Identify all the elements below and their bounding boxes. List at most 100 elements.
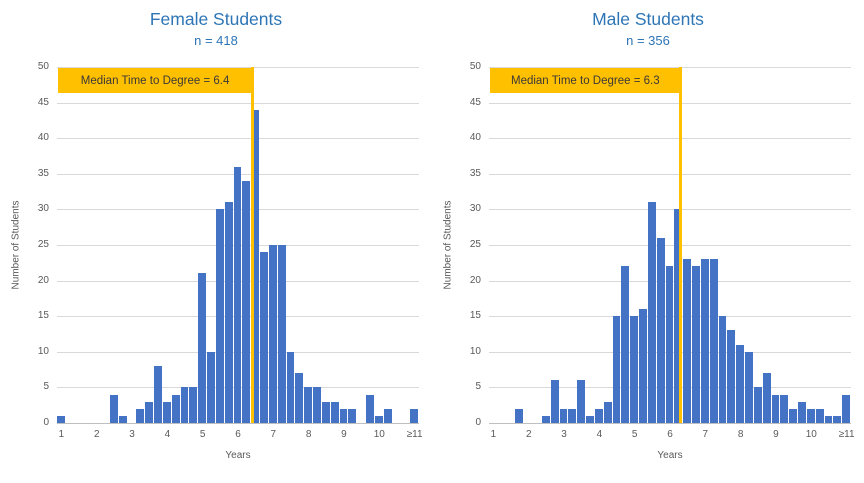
histogram-bar [233, 166, 242, 423]
histogram-bar [824, 415, 833, 423]
y-tick-label: 15 [37, 310, 49, 322]
histogram-bar [145, 401, 154, 423]
histogram-bar [789, 408, 798, 423]
plot-area: Median Time to Degree = 6.4 [57, 67, 419, 424]
histogram-bar [154, 366, 162, 423]
gridline [489, 67, 851, 68]
chart-title: Female Students [149, 9, 283, 29]
x-tick-label: 2 [525, 429, 532, 440]
histogram-bar [842, 394, 850, 423]
x-tick-label: 6 [667, 429, 673, 440]
x-tick-label: ≥11 [838, 429, 855, 440]
histogram-bar [700, 259, 709, 423]
y-tick-label: 50 [469, 61, 481, 72]
histogram-bar [762, 373, 771, 423]
histogram-bar [348, 408, 357, 423]
histogram-bar [515, 408, 524, 423]
x-tick-label: 8 [737, 429, 744, 440]
y-tick-label: 0 [43, 417, 49, 428]
histogram-bar [586, 415, 594, 423]
histogram-bar [692, 266, 700, 423]
chart-title: Male Students [592, 9, 704, 29]
histogram-bar [57, 415, 65, 423]
histogram-bar [374, 415, 383, 423]
y-tick-label: 25 [37, 239, 49, 250]
y-tick-label: 40 [37, 132, 49, 144]
gridline [489, 173, 851, 175]
gridline [57, 102, 419, 104]
x-tick-label: 9 [773, 429, 779, 440]
chart-subtitle: n = 356 [626, 33, 670, 48]
histogram-bar [656, 237, 665, 423]
y-tick-label: 35 [37, 167, 49, 179]
gridline [489, 138, 851, 140]
y-tick-label: 10 [469, 345, 481, 357]
histogram-bar [171, 394, 180, 423]
histogram-bar [198, 273, 207, 423]
histogram-bar [180, 387, 189, 423]
histogram-bar [603, 401, 612, 423]
histogram-bar [383, 408, 392, 423]
histogram-bar [683, 259, 692, 423]
histogram-bar [286, 351, 295, 423]
gridline [489, 245, 851, 246]
histogram-bar [136, 408, 145, 423]
histogram-bar [815, 408, 824, 423]
median-annotation: Median Time to Degree = 6.3 [490, 68, 681, 93]
histogram-bar [268, 245, 277, 423]
x-axis-ticks: 1 2 3 4 5 6 7 8 9 10 ≥11 [489, 429, 855, 442]
y-tick-label: 5 [43, 381, 49, 393]
histogram-bar [709, 259, 718, 423]
y-tick-label: 10 [37, 345, 49, 357]
x-tick-label: 3 [561, 429, 567, 440]
gridline [57, 67, 419, 68]
histogram-bar [647, 202, 656, 423]
gridline [57, 138, 419, 140]
histogram-bar [559, 408, 568, 423]
histogram-bar [612, 316, 621, 423]
x-tick-label: 2 [93, 429, 100, 440]
x-tick-label: 10 [805, 429, 817, 440]
y-tick-label: 40 [469, 132, 481, 144]
histogram-bar [780, 394, 789, 423]
histogram-bar [665, 266, 674, 423]
histogram-bar [162, 401, 171, 423]
histogram-bar [771, 394, 780, 423]
chart-panel-male: Male Students n = 356 Number of Students… [432, 0, 864, 483]
y-tick-label: 30 [37, 203, 49, 215]
x-tick-label: 4 [164, 429, 171, 440]
histogram-bar [260, 252, 268, 423]
x-tick-label: 5 [631, 429, 638, 440]
gridline [489, 102, 851, 104]
y-tick-label: 20 [37, 274, 49, 286]
histogram-bar [313, 387, 321, 423]
histogram-bar [118, 415, 127, 423]
x-tick-label: 6 [235, 429, 241, 440]
histogram-bar [339, 408, 348, 423]
histogram-bar [621, 266, 630, 423]
y-tick-label: 45 [469, 96, 481, 108]
median-line [250, 67, 254, 423]
histogram-bar [242, 180, 251, 423]
histogram-bar [109, 394, 118, 423]
y-axis-ticks: 0 5 10 15 20 25 30 35 40 45 50 [0, 61, 49, 428]
histogram-bar [224, 202, 233, 423]
histogram-bar [630, 316, 639, 423]
y-tick-label: 30 [469, 203, 481, 215]
histogram-bar [718, 316, 727, 423]
y-tick-label: 35 [469, 167, 481, 179]
x-tick-label: 10 [373, 429, 385, 440]
histogram-bar [674, 209, 683, 423]
x-tick-label: ≥11 [406, 429, 423, 440]
chart-panel-female: Female Students n = 418 Number of Studen… [0, 9, 423, 461]
histogram-bar [295, 373, 304, 423]
x-tick-label: 7 [270, 429, 277, 440]
histogram-bar [568, 408, 577, 423]
histogram-bar [550, 380, 559, 423]
histogram-bar [736, 344, 745, 423]
x-tick-label: 1 [490, 429, 497, 440]
y-tick-label: 15 [469, 310, 481, 322]
gridline [489, 209, 851, 211]
y-tick-label: 45 [37, 96, 49, 108]
x-tick-label: 9 [341, 429, 347, 440]
